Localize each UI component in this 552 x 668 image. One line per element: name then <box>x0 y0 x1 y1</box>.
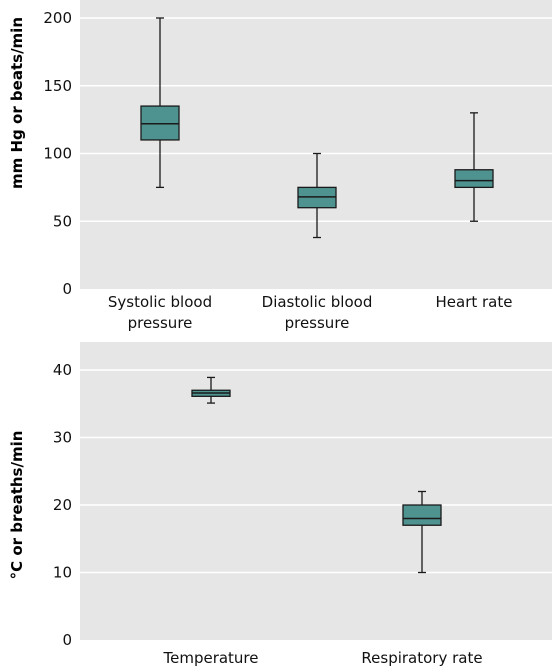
y-tick-label-0: 0 <box>62 280 72 298</box>
y-tick-label-0: 0 <box>62 631 72 649</box>
category-label-temperature-line-1: Temperature <box>162 649 258 667</box>
category-label-heart-rate-line-1: Heart rate <box>436 293 513 311</box>
box-heart-rate <box>454 112 494 222</box>
box-systolic-blood-pressure <box>140 17 180 189</box>
category-label-diastolic-blood-pressure-line-2: pressure <box>285 314 350 332</box>
category-label-diastolic-blood-pressure-line-1: Diastolic blood <box>262 293 373 311</box>
y-tick-label-40: 40 <box>53 361 72 379</box>
category-label-respiratory-rate-line-1: Respiratory rate <box>361 649 482 667</box>
y-tick-label-50: 50 <box>53 212 72 230</box>
plot-background <box>80 342 552 640</box>
y-tick-label-200: 200 <box>43 9 72 27</box>
box-temperature <box>191 376 231 404</box>
interquartile-box <box>454 169 494 189</box>
plot-background <box>80 0 552 289</box>
chart-panel-temperature-respiratory-rate: 0 10 20 30 40 °C or breaths/min Temperature Res… <box>8 342 552 667</box>
chart-panel-vitals-pressure-heart-rate: 0 50 100 150 200 mm Hg or beats/min Systolic b… <box>8 0 552 332</box>
box-respiratory-rate <box>402 490 442 574</box>
y-tick-label-30: 30 <box>53 429 72 447</box>
box-diastolic-blood-pressure <box>297 152 337 239</box>
y-tick-label-150: 150 <box>43 77 72 95</box>
y-tick-label-20: 20 <box>53 496 72 514</box>
y-tick-label-10: 10 <box>53 564 72 582</box>
y-axis-title: mm Hg or beats/min <box>8 17 26 189</box>
category-label-systolic-blood-pressure-line-1: Systolic blood <box>108 293 212 311</box>
interquartile-box <box>402 504 442 526</box>
y-axis-title: °C or breaths/min <box>8 431 26 580</box>
y-tick-label-100: 100 <box>43 145 72 163</box>
category-label-systolic-blood-pressure-line-2: pressure <box>128 314 193 332</box>
